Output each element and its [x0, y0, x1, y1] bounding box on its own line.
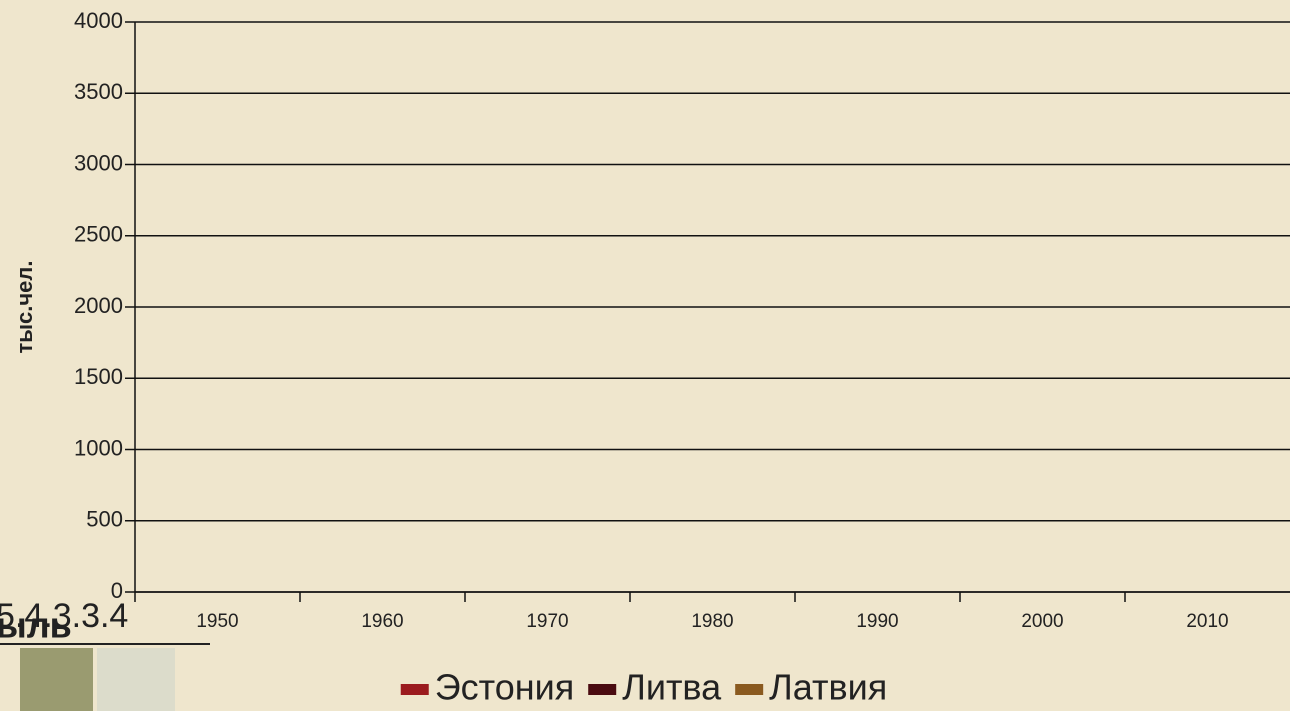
deco-square: [20, 648, 93, 711]
x-tick-label: 1980: [691, 611, 733, 632]
legend-swatch: [588, 684, 617, 695]
y-tick-label: 2500: [74, 222, 123, 247]
legend-label: Литва: [622, 667, 722, 708]
y-tick-label: 1000: [74, 435, 123, 460]
y-tick-label: 1500: [74, 364, 123, 389]
y-tick-label: 4000: [74, 8, 123, 33]
x-tick-label: 2000: [1021, 611, 1063, 632]
annotation: 5.4.3.3.4: [0, 597, 128, 635]
y-axis-label: тыс.чел.: [12, 260, 37, 353]
x-tick-label: 1950: [196, 611, 238, 632]
legend-label: Латвия: [769, 667, 887, 708]
y-tick-label: 3500: [74, 79, 123, 104]
y-tick-label: 3000: [74, 150, 123, 175]
annotation: ыль: [0, 605, 72, 646]
x-tick-label: 2010: [1186, 611, 1228, 632]
legend-label: Эстония: [435, 667, 574, 708]
legend-swatch: [735, 684, 764, 695]
legend: Эстония Литва Латвия: [400, 667, 887, 708]
y-tick-label: 0: [111, 578, 123, 603]
x-tick-label: 1990: [856, 611, 898, 632]
deco-square: [97, 648, 175, 711]
x-tick-label: 1960: [361, 611, 403, 632]
legend-swatch: [400, 684, 429, 695]
y-tick-label: 2000: [74, 293, 123, 318]
y-tick-label: 500: [86, 507, 123, 532]
x-tick-label: 1970: [526, 611, 568, 632]
